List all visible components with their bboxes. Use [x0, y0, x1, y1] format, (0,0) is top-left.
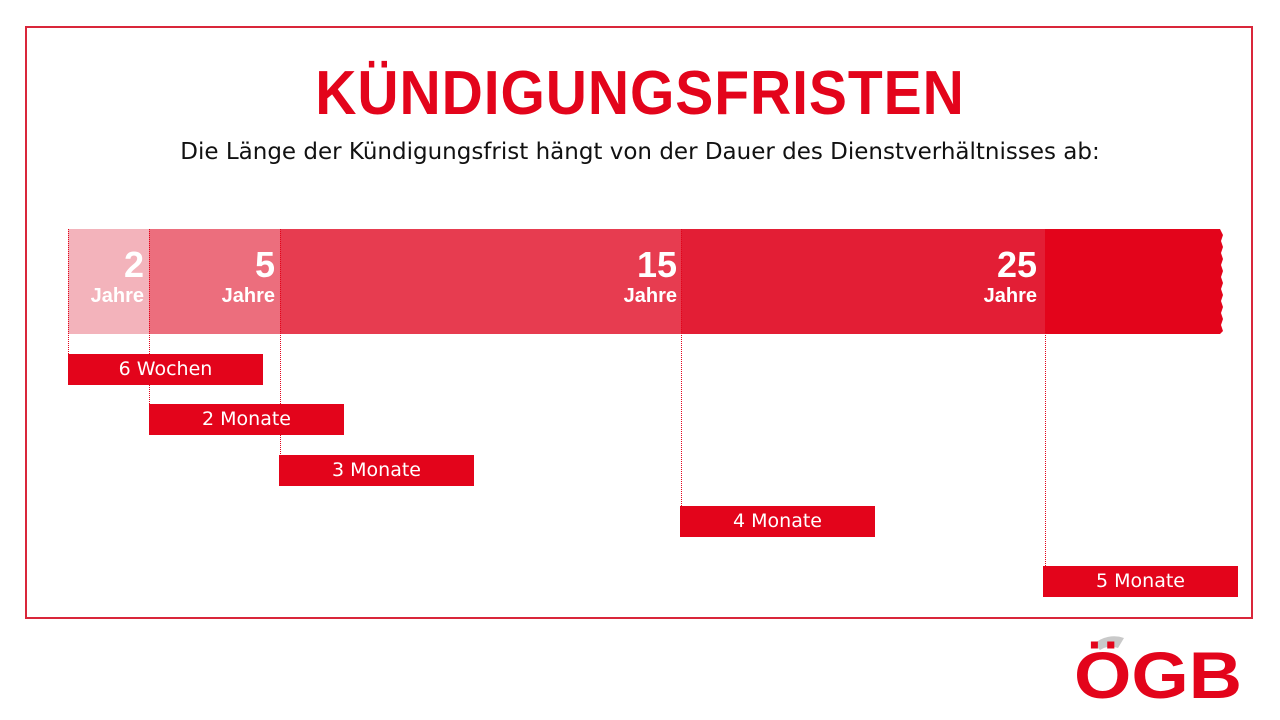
- milestone-unit: Jahre: [983, 285, 1037, 307]
- milestone-unit: Jahre: [623, 285, 677, 307]
- milestone-5-years: 5 Jahre: [149, 247, 275, 309]
- milestone-years: 25: [996, 244, 1037, 285]
- connector-line-25: [1045, 229, 1046, 568]
- period-bar-4-monate: 4 Monate: [680, 506, 875, 537]
- period-bar-2-monate: 2 Monate: [149, 404, 344, 435]
- segment-15-25-years: [681, 229, 1045, 334]
- segment-5-15-years: [280, 229, 681, 334]
- connector-line-5: [280, 229, 281, 456]
- segment-0-2-years: [68, 229, 149, 334]
- milestone-years: 5: [254, 244, 275, 285]
- milestone-2-years: 2 Jahre: [68, 247, 144, 309]
- milestone-15-years: 15 Jahre: [280, 247, 677, 309]
- svg-text:ÖGB: ÖGB: [1074, 638, 1242, 704]
- connector-line-15: [681, 229, 682, 508]
- segment-25-plus-years: [1045, 229, 1223, 334]
- connector-line-2: [149, 229, 150, 406]
- connector-line-0: [68, 229, 69, 356]
- period-bar-6-wochen: 6 Wochen: [68, 354, 263, 385]
- milestone-25-years: 25 Jahre: [681, 247, 1037, 309]
- segment-2-5-years: [149, 229, 280, 334]
- period-bar-5-monate: 5 Monate: [1043, 566, 1238, 597]
- milestone-years: 2: [123, 244, 144, 285]
- oegb-logo: ÖGB: [1074, 636, 1242, 704]
- page-subtitle: Die Länge der Kündigungsfrist hängt von …: [180, 139, 1100, 165]
- period-bar-3-monate: 3 Monate: [279, 455, 474, 486]
- milestone-years: 15: [636, 244, 677, 285]
- page-title: KÜNDIGUNGSFRISTEN: [315, 59, 965, 128]
- content-frame: [25, 26, 1253, 619]
- milestone-unit: Jahre: [221, 285, 275, 307]
- milestone-unit: Jahre: [90, 285, 144, 307]
